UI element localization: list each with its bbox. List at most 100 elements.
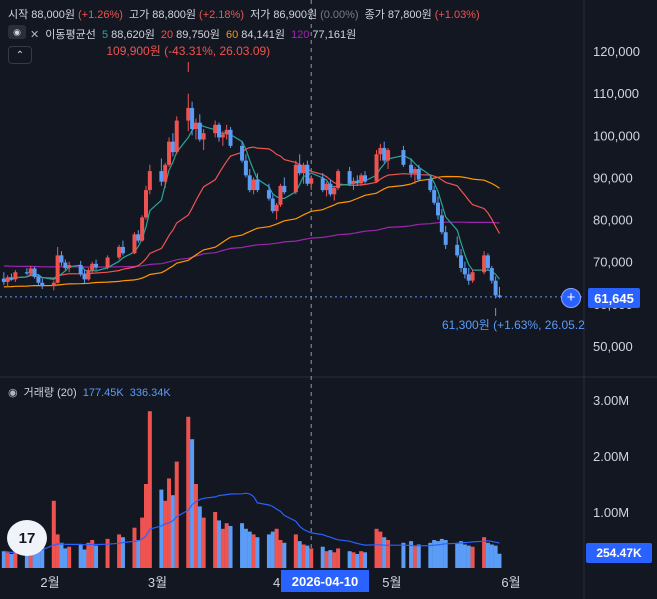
price-axis-label: 110,000 (593, 86, 639, 101)
candle-body (386, 150, 391, 161)
add-alert-button[interactable]: + (561, 288, 581, 308)
candle-body (270, 198, 275, 212)
volume-bar (378, 531, 383, 568)
candle-body (159, 171, 164, 182)
candle-body (297, 164, 302, 174)
high-change: (+2.18%) (199, 9, 244, 21)
volume-bar (409, 541, 414, 568)
volume-bar (320, 546, 325, 568)
volume-bar (36, 551, 41, 568)
x-axis-label: 4 (273, 575, 280, 590)
candle-body (332, 187, 337, 195)
close-value: 87,800원 (387, 9, 432, 21)
current-volume-tag: 254.47K (586, 543, 652, 563)
volume-bar (251, 534, 256, 568)
x-axis-label: 6월 (501, 575, 520, 590)
volume-bar (136, 540, 141, 568)
low-label: 저가 (250, 9, 271, 21)
candle-body (55, 255, 60, 283)
volume-bar (278, 540, 283, 568)
candle-body (462, 268, 467, 275)
candle-body (59, 255, 64, 263)
candle-body (90, 263, 95, 271)
ma60-value: 84,141원 (241, 29, 285, 41)
volume-bar (466, 545, 471, 568)
candle-body (224, 129, 229, 135)
volume-bar (240, 523, 245, 568)
candle-body (347, 171, 352, 184)
volume-bar (5, 552, 10, 568)
volume-bar (428, 542, 433, 568)
candle-body (493, 280, 498, 296)
volume-bar (193, 484, 198, 568)
volume-value-2: 336.34K (129, 387, 171, 399)
candle-body (132, 234, 137, 254)
candle-body (217, 124, 221, 138)
volume-bar (59, 542, 64, 568)
volume-bar (28, 545, 33, 568)
volume-bar (117, 534, 122, 568)
volume-axis-label: 2.00M (593, 449, 629, 464)
volume-bar (247, 531, 252, 568)
candle-body (190, 107, 195, 129)
crosshair-date-tag: 2026-04-10 (281, 570, 369, 592)
volume-label: 거래량 (20) (23, 387, 77, 399)
candle-body (24, 272, 29, 274)
ma20-value: 89,750원 (176, 29, 220, 41)
candle-body (382, 147, 387, 161)
candle-body (36, 276, 41, 283)
candle-body (193, 122, 198, 129)
volume-ma-line (3, 492, 500, 554)
volume-bar (324, 551, 329, 568)
volume-bar (309, 548, 314, 568)
candle-body (432, 190, 437, 203)
volume-bar (40, 544, 45, 568)
volume-bar (32, 546, 37, 568)
close-icon[interactable]: ✕ (30, 29, 40, 41)
low-change: (0.00%) (320, 9, 359, 21)
high-value: 88,800원 (152, 9, 197, 21)
candle-body (336, 171, 341, 188)
candle-body (301, 164, 306, 174)
candle-body (363, 175, 367, 182)
volume-bar (470, 546, 475, 568)
candle-body (163, 164, 168, 182)
price-axis-label: 90,000 (593, 170, 633, 185)
volume-bar (220, 528, 225, 568)
candle-body (67, 265, 72, 269)
volume-bar (359, 551, 364, 568)
volume-axis-label: 3.00M (593, 393, 629, 408)
candle-body (201, 133, 206, 140)
volume-bar (120, 537, 125, 568)
candle-body (5, 277, 10, 282)
volume-bar (386, 540, 391, 568)
collapse-legend-button[interactable]: ⌃ (8, 46, 32, 64)
chevron-up-icon: ⌃ (15, 49, 25, 61)
x-axis-label: 3월 (148, 575, 167, 590)
candle-body (320, 178, 325, 191)
eye-icon[interactable]: ◉ (8, 387, 18, 399)
candle-body (324, 183, 329, 191)
volume-bar (228, 526, 233, 568)
candle-body (255, 179, 260, 191)
candle-body (305, 164, 310, 184)
volume-bar (67, 546, 72, 568)
candle-body (213, 124, 218, 134)
volume-bar (55, 534, 60, 568)
ma5-value: 88,620원 (111, 29, 155, 41)
volume-bar (266, 534, 271, 568)
candle-body (197, 122, 202, 140)
visibility-icon[interactable]: ◉ (8, 25, 26, 39)
candle-body (240, 145, 245, 161)
tradingview-logo[interactable]: 17 (7, 520, 47, 556)
price-axis-label: 100,000 (593, 128, 640, 143)
volume-bar (374, 528, 379, 568)
x-axis-label: 5월 (382, 575, 401, 590)
ma-legend: ✕ 이동평균선 5 88,620원 20 89,750원 60 84,141원 120… (30, 26, 359, 42)
candle-body (466, 274, 471, 281)
candle-body (94, 263, 99, 268)
candle-body (140, 217, 145, 241)
volume-bar (382, 537, 387, 568)
volume-bar (432, 540, 437, 568)
